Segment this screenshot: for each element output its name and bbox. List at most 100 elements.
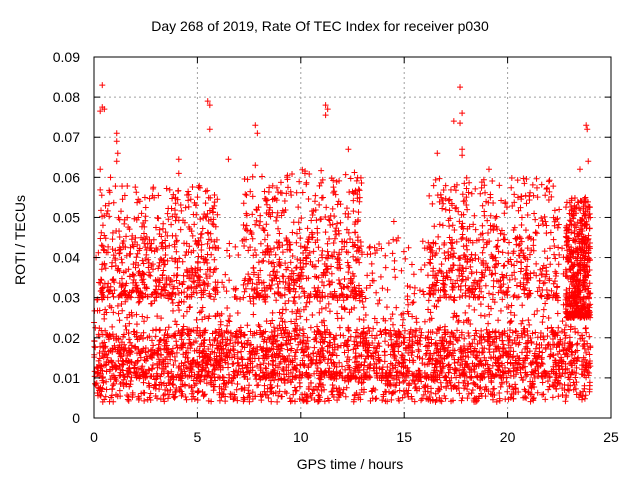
data-point [103, 352, 110, 359]
data-point [124, 183, 131, 190]
data-point [369, 270, 376, 277]
data-point [197, 282, 204, 289]
data-point [388, 396, 395, 403]
data-point [269, 351, 276, 358]
data-point [556, 251, 563, 258]
data-point [99, 340, 106, 347]
data-point [109, 323, 116, 330]
data-point [260, 257, 267, 264]
data-point [273, 217, 280, 224]
data-point [493, 213, 500, 220]
data-point [352, 365, 359, 372]
data-point [194, 240, 201, 247]
data-point [146, 333, 153, 340]
data-point [472, 252, 479, 258]
data-point [115, 350, 122, 357]
data-point [421, 261, 428, 268]
data-point [207, 357, 214, 364]
data-point [126, 289, 133, 296]
data-point [103, 358, 110, 365]
data-point [325, 356, 332, 363]
data-point [117, 393, 124, 400]
data-point [307, 324, 314, 331]
data-point [338, 303, 345, 310]
data-point [491, 223, 498, 230]
data-point [191, 199, 198, 206]
data-point [544, 185, 551, 192]
data-point [384, 286, 391, 293]
data-point [303, 181, 310, 188]
data-point [260, 226, 267, 233]
data-point [385, 240, 392, 247]
data-point [347, 175, 354, 182]
data-point [135, 299, 142, 306]
data-point [141, 240, 148, 247]
data-point [451, 294, 458, 301]
data-point [269, 182, 276, 189]
data-point [348, 306, 355, 313]
data-point [189, 388, 196, 395]
data-point [568, 362, 575, 369]
data-point [375, 340, 382, 347]
data-point [244, 280, 251, 287]
data-point [248, 349, 255, 356]
data-point [349, 287, 356, 294]
data-point [106, 368, 113, 375]
data-point [306, 171, 313, 178]
data-point [567, 267, 574, 274]
data-point [478, 184, 485, 191]
data-point [110, 380, 117, 387]
data-point [551, 207, 558, 214]
data-point [469, 386, 476, 393]
data-point [104, 207, 111, 214]
data-point [149, 361, 156, 368]
data-point [292, 388, 299, 395]
data-point [559, 341, 566, 348]
data-point [241, 344, 248, 351]
data-point [364, 330, 371, 337]
data-point [140, 276, 147, 283]
data-point [173, 321, 180, 328]
data-point [138, 277, 145, 284]
data-point [438, 194, 445, 201]
data-point [483, 357, 490, 364]
data-point [115, 214, 122, 221]
data-point [204, 240, 211, 247]
data-point [268, 329, 275, 336]
data-point [177, 202, 184, 209]
data-point [190, 377, 197, 384]
data-point [328, 360, 335, 367]
data-point [265, 394, 272, 401]
data-point [457, 254, 464, 261]
data-point [420, 291, 427, 298]
data-point [587, 343, 594, 350]
data-point [353, 333, 360, 340]
data-point [106, 288, 113, 295]
data-point [424, 388, 431, 395]
data-point [492, 215, 499, 222]
data-point [297, 313, 304, 320]
data-point [460, 252, 467, 259]
data-point [558, 373, 565, 380]
data-point [317, 368, 324, 375]
data-point [185, 188, 192, 195]
data-point [163, 346, 170, 353]
data-point [331, 213, 338, 220]
data-point [419, 238, 426, 245]
data-point [477, 372, 484, 379]
data-point [551, 251, 558, 258]
data-point [205, 280, 212, 287]
data-point [445, 217, 452, 224]
data-point [302, 260, 309, 267]
data-point [133, 254, 140, 261]
data-point [476, 385, 483, 392]
data-point [330, 385, 337, 392]
data-point [189, 184, 196, 191]
data-point [488, 305, 495, 312]
data-point [185, 191, 192, 198]
data-point [393, 357, 400, 364]
data-point [246, 382, 253, 389]
data-point [387, 315, 394, 322]
data-point [268, 345, 275, 352]
data-point [314, 386, 321, 393]
